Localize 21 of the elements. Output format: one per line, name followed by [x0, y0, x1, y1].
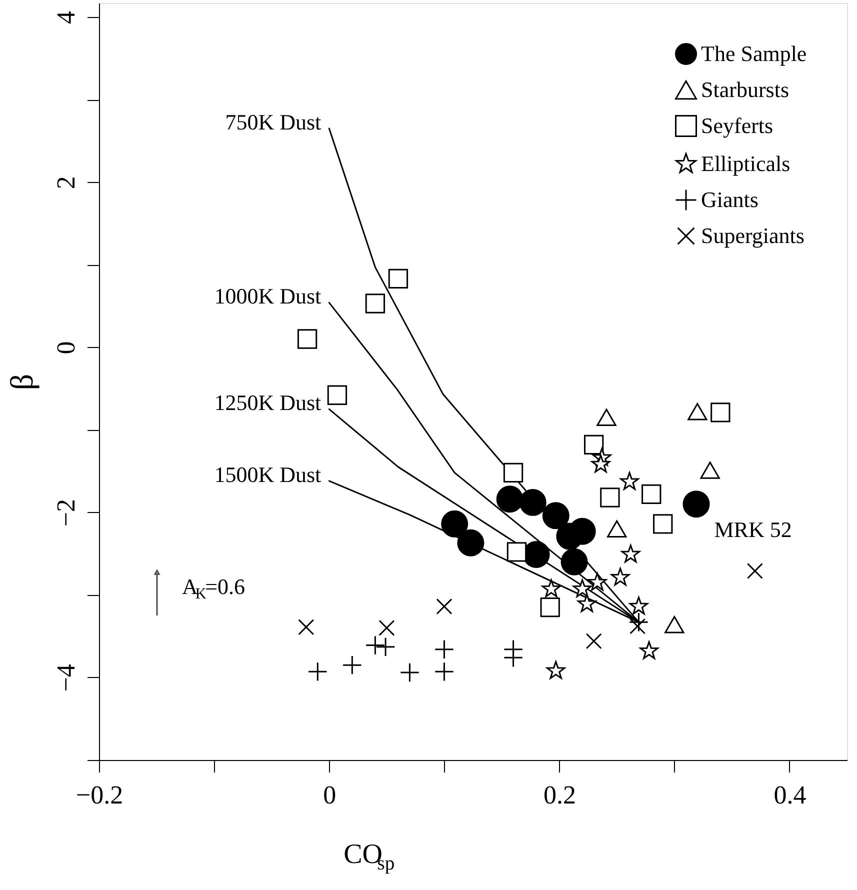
legend-label: Starbursts: [701, 77, 789, 102]
legend-label: The Sample: [701, 41, 807, 66]
legend-label: Supergiants: [701, 223, 804, 248]
y-axis-title: β: [4, 374, 40, 390]
annotation: MRK 52: [714, 517, 792, 542]
y-tick-label: 0: [52, 341, 80, 354]
y-tick-label: −4: [52, 664, 80, 692]
legend-label: Seyferts: [701, 113, 774, 138]
series-label: 1500K Dust: [214, 462, 322, 487]
legend-label: Ellipticals: [701, 151, 790, 176]
x-tick-label: 0.2: [544, 780, 576, 810]
x-tick-label: 0: [323, 780, 336, 810]
x-tick-label: −0.2: [76, 780, 124, 810]
series-label: 750K Dust: [225, 109, 322, 134]
y-tick-label: 2: [52, 176, 80, 190]
series-label: 1250K Dust: [214, 390, 322, 416]
x-tick-label: 0.4: [774, 780, 806, 810]
y-tick-label: 4: [52, 11, 80, 24]
legend-label: Giants: [701, 187, 758, 212]
y-tick-label: −2: [52, 499, 80, 527]
series-label: 1000K Dust: [214, 284, 322, 309]
